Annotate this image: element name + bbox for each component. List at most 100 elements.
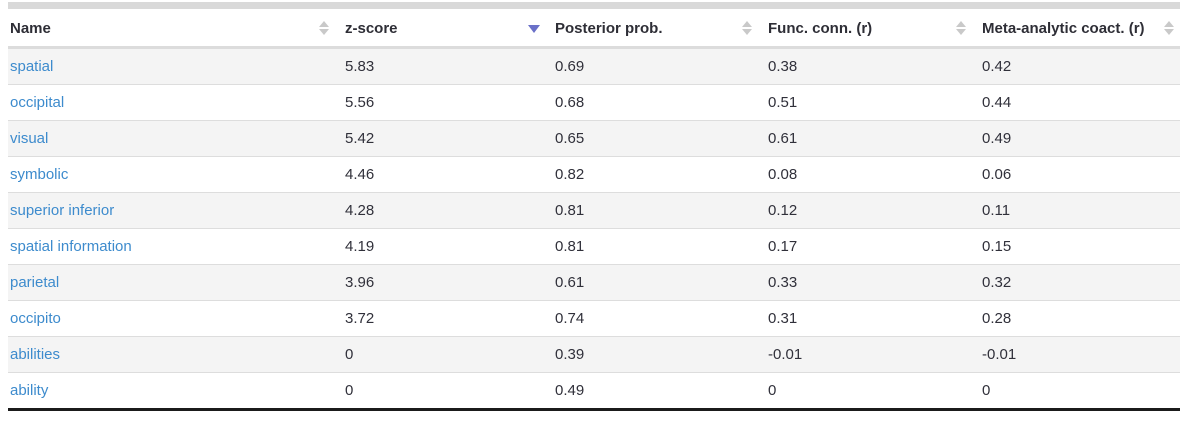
sort-both-icon [1164,20,1174,35]
func-conn-cell: 0.12 [758,192,972,229]
z-score-cell: 0 [335,372,545,410]
sort-desc-icon [1164,28,1174,35]
sort-asc-icon [956,20,966,27]
z-score-cell: 3.96 [335,264,545,301]
z-score-cell: 4.46 [335,156,545,193]
func-conn-cell: 0.08 [758,156,972,193]
term-link[interactable]: abilities [10,346,61,363]
table-top-border [8,2,1180,9]
table-row: abilities 0 0.39 -0.01 -0.01 [8,336,1180,373]
table-body: spatial 5.83 0.69 0.38 0.42 occipital 5.… [8,47,1180,410]
term-link[interactable]: superior inferior [10,202,115,219]
sort-desc-icon [956,28,966,35]
col-header-z-score-label: z-score [345,20,398,37]
col-header-posterior-prob-label: Posterior prob. [555,20,663,37]
name-cell: occipital [8,84,335,121]
meta-coact-cell: -0.01 [972,336,1180,373]
meta-coact-cell: 0.49 [972,120,1180,157]
table-header: Name z-score Posterior prob. [8,9,1180,49]
posterior-prob-cell: 0.82 [545,156,758,193]
name-cell: parietal [8,264,335,301]
z-score-cell: 5.42 [335,120,545,157]
posterior-prob-cell: 0.81 [545,192,758,229]
term-link[interactable]: occipito [10,310,61,327]
term-link[interactable]: spatial information [10,238,132,255]
posterior-prob-cell: 0.74 [545,300,758,337]
terms-table: Name z-score Posterior prob. [8,9,1180,411]
meta-coact-cell: 0.42 [982,58,1012,75]
sort-both-icon [956,20,966,35]
z-score-cell: 4.28 [335,192,545,229]
meta-coact-cell: 0.32 [972,264,1180,301]
table-row: superior inferior 4.28 0.81 0.12 0.11 [8,192,1180,229]
posterior-prob-cell: 0.68 [545,84,758,121]
meta-coact-cell: 0.28 [972,300,1180,337]
posterior-prob-cell: 0.81 [545,228,758,265]
func-conn-cell: 0.31 [758,300,972,337]
terms-table-container: Name z-score Posterior prob. [8,9,1180,411]
header-row: Name z-score Posterior prob. [8,9,1180,49]
name-cell: ability [8,372,335,410]
posterior-prob-cell: 0.49 [545,372,758,410]
term-link[interactable]: occipital [10,94,65,111]
meta-coact-cell: 0.15 [972,228,1180,265]
term-link[interactable]: parietal [10,274,60,291]
table-row: occipital 5.56 0.68 0.51 0.44 [8,84,1180,121]
sort-both-icon [742,20,752,35]
table-row: parietal 3.96 0.61 0.33 0.32 [8,264,1180,301]
col-header-z-score[interactable]: z-score [335,9,545,49]
name-cell: occipito [8,300,335,337]
meta-coact-cell: 0.06 [972,156,1180,193]
col-header-posterior-prob[interactable]: Posterior prob. [545,9,758,49]
name-cell: symbolic [8,156,335,193]
sort-asc-icon [742,20,752,27]
z-score-cell: 3.72 [335,300,545,337]
name-cell: spatial [8,48,335,85]
table-row: occipito 3.72 0.74 0.31 0.28 [8,300,1180,337]
table-row: visual 5.42 0.65 0.61 0.49 [8,120,1180,157]
z-score-cell: 5.83 [345,58,375,75]
func-conn-cell: 0.17 [758,228,972,265]
table-row: spatial 5.83 0.69 0.38 0.42 [8,47,1180,85]
col-header-meta-analytic-coact[interactable]: Meta-analytic coact. (r) [972,9,1180,49]
term-link[interactable]: ability [10,382,49,399]
col-header-name-label: Name [10,20,51,37]
sort-asc-icon [1164,20,1174,27]
func-conn-cell: 0.51 [758,84,972,121]
func-conn-cell: 0 [758,372,972,410]
meta-coact-cell: 0.11 [972,192,1180,229]
meta-coact-cell: 0.44 [972,84,1180,121]
z-score-cell: 5.56 [335,84,545,121]
term-link[interactable]: symbolic [10,166,69,183]
sort-both-icon [319,20,329,35]
col-header-func-conn[interactable]: Func. conn. (r) [758,9,972,49]
func-conn-cell: 0.33 [758,264,972,301]
table-row: spatial information 4.19 0.81 0.17 0.15 [8,228,1180,265]
name-cell: spatial information [8,228,335,265]
sort-desc-icon [319,28,329,35]
name-cell: visual [8,120,335,157]
term-link[interactable]: spatial [10,58,54,75]
posterior-prob-cell: 0.65 [545,120,758,157]
col-header-name[interactable]: Name [8,9,335,49]
func-conn-cell: 0.61 [758,120,972,157]
name-cell: superior inferior [8,192,335,229]
posterior-prob-cell: 0.39 [545,336,758,373]
sort-desc-active-icon [528,24,540,33]
func-conn-cell: -0.01 [758,336,972,373]
col-header-meta-analytic-coact-label: Meta-analytic coact. (r) [982,20,1145,37]
col-header-func-conn-label: Func. conn. (r) [768,20,873,37]
term-link[interactable]: visual [10,130,49,147]
func-conn-cell: 0.38 [768,58,798,75]
sort-asc-icon [319,20,329,27]
table-row: ability 0 0.49 0 0 [8,372,1180,410]
name-cell: abilities [8,336,335,373]
posterior-prob-cell: 0.69 [555,58,585,75]
sort-desc-icon [742,28,752,35]
meta-coact-cell: 0 [972,372,1180,410]
posterior-prob-cell: 0.61 [545,264,758,301]
z-score-cell: 4.19 [335,228,545,265]
table-row: symbolic 4.46 0.82 0.08 0.06 [8,156,1180,193]
z-score-cell: 0 [335,336,545,373]
